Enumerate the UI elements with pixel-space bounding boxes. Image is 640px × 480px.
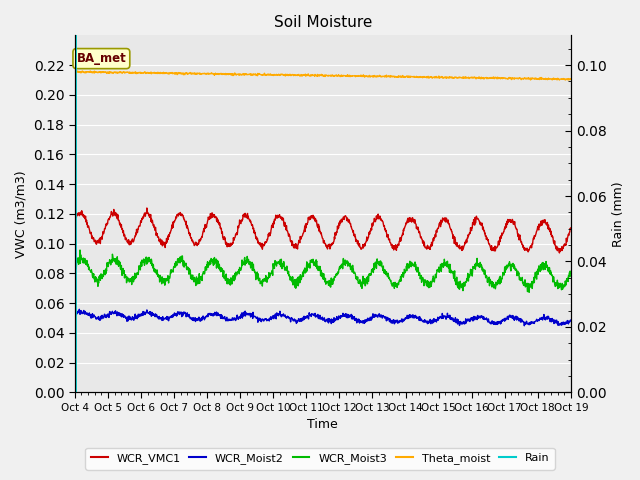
X-axis label: Time: Time <box>307 419 338 432</box>
Text: BA_met: BA_met <box>77 52 126 65</box>
Legend: WCR_VMC1, WCR_Moist2, WCR_Moist3, Theta_moist, Rain: WCR_VMC1, WCR_Moist2, WCR_Moist3, Theta_… <box>85 448 555 469</box>
Y-axis label: VWC (m3/m3): VWC (m3/m3) <box>15 170 28 258</box>
Title: Soil Moisture: Soil Moisture <box>274 15 372 30</box>
Y-axis label: Rain (mm): Rain (mm) <box>612 181 625 247</box>
